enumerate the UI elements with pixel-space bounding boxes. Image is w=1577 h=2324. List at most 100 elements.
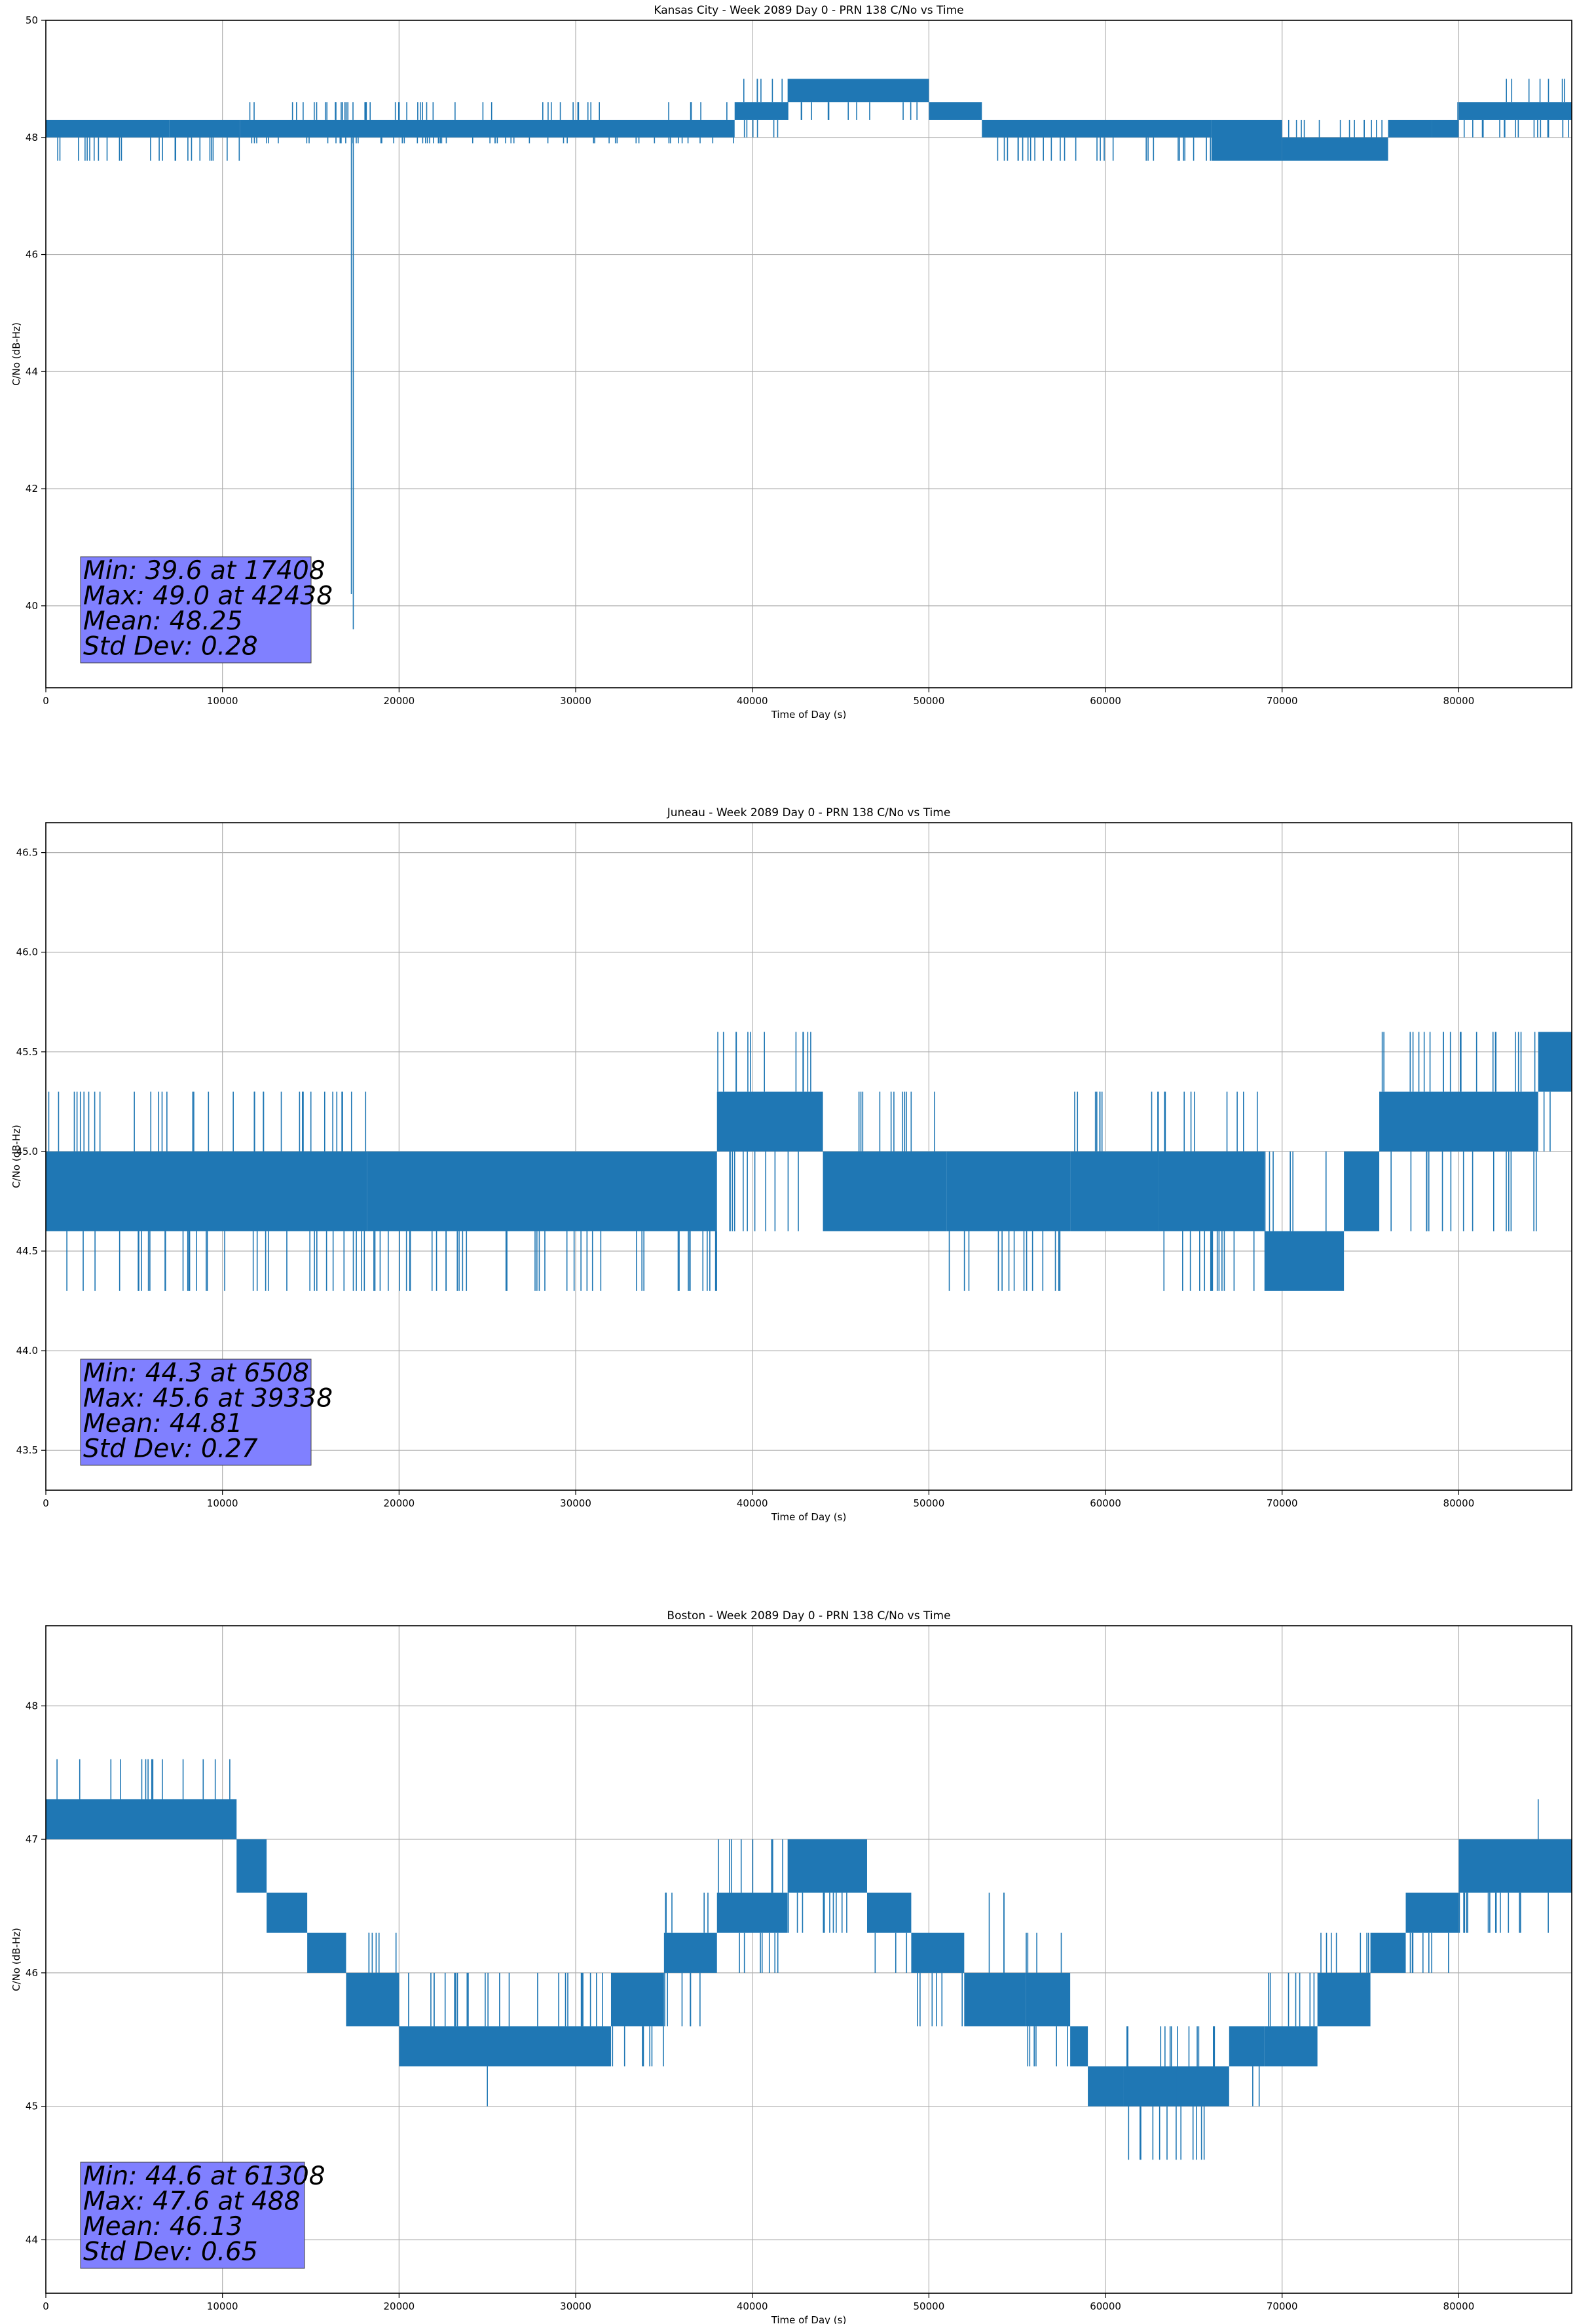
juneau-band-segment xyxy=(1158,1151,1265,1231)
boston-x-tick-label: 60000 xyxy=(1090,2300,1121,2312)
boston-band-segment xyxy=(1070,2026,1088,2067)
kansas-city-band-segment xyxy=(1432,119,1459,138)
boston-series xyxy=(46,1759,1572,2160)
juneau-x-tick-label: 30000 xyxy=(560,1497,591,1509)
boston-band-segment xyxy=(46,1799,237,1840)
kansas-city-x-tick-label: 70000 xyxy=(1267,695,1298,707)
boston-x-tick-label: 50000 xyxy=(914,2300,945,2312)
juneau-y-tick-label: 44.5 xyxy=(16,1245,38,1257)
juneau-stats-line: Mean: 44.81 xyxy=(83,1409,242,1438)
kansas-city-band-segment xyxy=(240,119,735,138)
juneau-stats-box xyxy=(80,1359,312,1466)
boston-band-segment xyxy=(307,1932,346,1973)
juneau-y-axis-label: C/No (dB-Hz) xyxy=(10,1125,22,1188)
boston-x-tick-label: 20000 xyxy=(383,2300,415,2312)
boston-stats-line: Min: 44.6 at 61308 xyxy=(83,2162,325,2191)
boston-chart-title: Boston - Week 2089 Day 0 - PRN 138 C/No … xyxy=(667,1609,950,1622)
boston-band-segment xyxy=(610,1972,664,2027)
boston-band-segment xyxy=(1088,2066,1124,2107)
kansas-city-series xyxy=(46,79,1572,629)
juneau-chart: 0 10000 20000 30000 40000 50000 60000 70000 8000… xyxy=(10,806,1572,1523)
juneau-x-tick-label: 60000 xyxy=(1090,1497,1121,1509)
boston-x-axis-label: Time of Day (s) xyxy=(771,2314,847,2324)
juneau-y-tick-label: 45.5 xyxy=(16,1046,38,1058)
juneau-band-segment xyxy=(1264,1231,1345,1291)
juneau-x-tick-label: 20000 xyxy=(383,1497,415,1509)
kansas-city-band-segment xyxy=(787,79,929,103)
kansas-city-y-tick-label: 42 xyxy=(26,483,38,495)
boston-band-segment xyxy=(1229,2026,1265,2067)
kansas-city-chart-title: Kansas City - Week 2089 Day 0 - PRN 138 … xyxy=(654,4,963,17)
boston-x-tick-label: 0 xyxy=(43,2300,49,2312)
juneau-band-segment xyxy=(367,1151,717,1231)
juneau-chart-title: Juneau - Week 2089 Day 0 - PRN 138 C/No … xyxy=(667,806,951,819)
boston-x-tick-label: 30000 xyxy=(560,2300,591,2312)
juneau-series xyxy=(46,1032,1572,1291)
kansas-city-band-segment xyxy=(46,119,170,138)
juneau-x-tick-label: 50000 xyxy=(914,1497,945,1509)
boston-band-segment xyxy=(911,1932,965,1973)
juneau-y-tick-label: 46.0 xyxy=(16,946,38,958)
juneau-x-tick-label: 40000 xyxy=(737,1497,768,1509)
boston-band-segment xyxy=(399,2026,611,2067)
juneau-band-segment xyxy=(716,1091,823,1152)
kansas-city-y-tick-label: 50 xyxy=(26,14,38,26)
juneau-band-segment xyxy=(1070,1151,1159,1231)
juneau-y-tick-label: 45.0 xyxy=(16,1146,38,1157)
kansas-city-x-tick-label: 60000 xyxy=(1090,695,1121,707)
kansas-city-band-segment xyxy=(929,102,982,120)
boston-stats-box xyxy=(80,2162,305,2269)
juneau-y-tick-label: 44.0 xyxy=(16,1345,38,1357)
kansas-city-stats-line: Std Dev: 0.28 xyxy=(83,632,258,662)
boston-band-segment xyxy=(663,1932,717,1973)
kansas-city-y-tick-label: 48 xyxy=(26,132,38,143)
juneau-x-tick-label: 70000 xyxy=(1267,1497,1298,1509)
boston-band-segment xyxy=(1405,1892,1459,1933)
boston-y-tick-label: 45 xyxy=(26,2101,38,2112)
boston-x-tick-label: 70000 xyxy=(1267,2300,1298,2312)
boston-x-tick-label: 80000 xyxy=(1443,2300,1475,2312)
boston-band-segment xyxy=(716,1892,788,1933)
kansas-city-band-segment xyxy=(734,102,788,120)
boston-y-tick-label: 44 xyxy=(26,2234,38,2245)
kansas-city-stats-line: Max: 49.0 at 42438 xyxy=(83,582,333,611)
kansas-city-chart: 0 10000 20000 30000 40000 50000 60000 70000 8000… xyxy=(10,4,1572,721)
boston-y-axis-label: C/No (dB-Hz) xyxy=(10,1928,22,1991)
kansas-city-y-tick-label: 46 xyxy=(26,249,38,261)
kansas-city-axes-frame xyxy=(45,20,1572,688)
kansas-city-x-tick-label: 40000 xyxy=(737,695,768,707)
kansas-city-x-tick-label: 30000 xyxy=(560,695,591,707)
boston-band-segment xyxy=(1026,1972,1071,2027)
boston-band-segment xyxy=(1264,2026,1318,2067)
kansas-city-band-segment xyxy=(1211,119,1282,161)
boston-axes-frame xyxy=(45,1625,1572,2294)
kansas-city-stats-line: Mean: 48.25 xyxy=(83,607,242,636)
boston-y-tick-label: 47 xyxy=(26,1833,38,1845)
boston-band-segment xyxy=(267,1892,308,1933)
kansas-city-y-tick-label: 44 xyxy=(26,365,38,377)
juneau-stats-line: Min: 44.3 at 6508 xyxy=(83,1359,309,1388)
kansas-city-stats-line: Min: 39.6 at 17408 xyxy=(83,556,325,586)
boston-x-tick-label: 10000 xyxy=(207,2300,238,2312)
boston-band-segment xyxy=(236,1839,267,1893)
juneau-band-segment xyxy=(1344,1151,1380,1231)
boston-band-segment xyxy=(964,1972,1026,2027)
juneau-y-tick-label: 43.5 xyxy=(16,1444,38,1456)
kansas-city-x-axis-label: Time of Day (s) xyxy=(771,709,847,721)
boston-y-tick-label: 46 xyxy=(26,1967,38,1979)
kansas-city-band-segment xyxy=(1388,119,1432,138)
boston-stats-line: Mean: 46.13 xyxy=(83,2212,242,2241)
boston-band-segment xyxy=(1458,1839,1572,1893)
juneau-x-axis-label: Time of Day (s) xyxy=(771,1511,847,1523)
boston-chart: 0 10000 20000 30000 40000 50000 60000 70000 8000… xyxy=(10,1609,1572,2324)
kansas-city-band-segment xyxy=(169,119,240,138)
juneau-stats-line: Std Dev: 0.27 xyxy=(83,1434,258,1464)
boston-stats-line: Std Dev: 0.65 xyxy=(83,2238,258,2267)
kansas-city-y-tick-label: 40 xyxy=(26,600,38,612)
kansas-city-x-tick-label: 20000 xyxy=(383,695,415,707)
kansas-city-band-segment xyxy=(1458,102,1572,120)
juneau-band-segment xyxy=(946,1151,1071,1231)
kansas-city-x-tick-label: 0 xyxy=(43,695,49,707)
boston-x-tick-label: 40000 xyxy=(737,2300,768,2312)
kansas-city-stats-box xyxy=(80,556,312,664)
